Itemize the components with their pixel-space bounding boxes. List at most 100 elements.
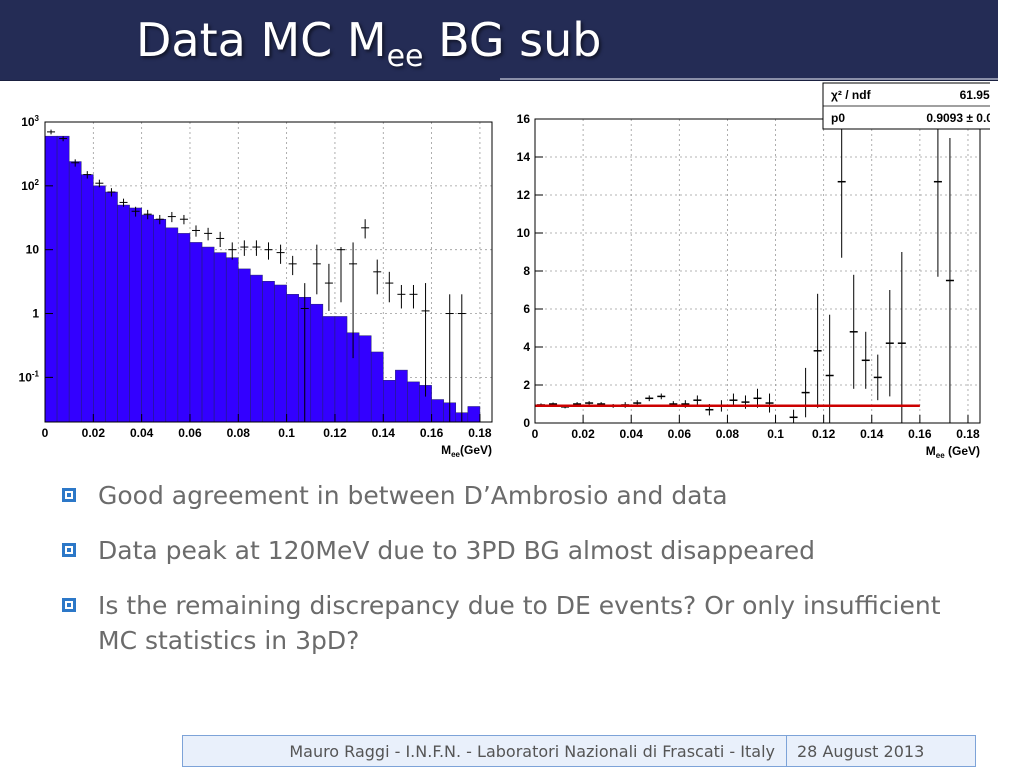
y-tick-label: 6 [523,302,530,316]
title-underline [500,78,998,80]
mc-histogram-bar [407,381,420,423]
bullet-list: Good agreement in between D’Ambrosio and… [62,478,962,678]
square-bullet-icon [62,488,76,502]
y-tick-exponent: 2 [35,178,40,187]
mc-histogram-bar [153,218,167,423]
x-tick-label: 0.18 [956,427,980,441]
data-point [645,395,654,402]
x-axis-label-subscript: ee [936,451,945,460]
fit-stats-box: χ² / ndf 61.95 / 31 p0 0.9093 ± 0.0184 [822,82,990,130]
data-point [361,219,370,239]
y-tick-exponent: 3 [35,114,40,123]
data-point [861,331,870,389]
data-point [397,284,406,309]
data-point [131,206,140,217]
data-point [421,283,430,397]
stats-p0-value: 0.9093 ± 0.0184 [926,111,990,125]
y-tick-base: 10 [21,115,35,129]
data-point [155,214,164,225]
square-bullet-icon [62,598,76,612]
log-histogram-chart: 0 0.02 0.04 0.06 0.08 0.1 0.12 0.14 0.16 0.1810-1… [19,114,493,459]
data-point [813,293,822,408]
mc-histogram-bar [225,257,239,423]
square-bullet-icon [62,543,76,557]
mc-histogram-bar [370,351,384,423]
mc-histogram-bar [250,274,263,423]
data-point [276,244,285,264]
mc-histogram-bar [189,242,203,423]
x-axis-label-unit: (GeV) [460,443,492,457]
y-tick-label: 102 [21,178,39,193]
data-point [192,225,201,237]
x-tick-label: 0 [532,427,539,441]
mc-histogram-bar [80,174,94,423]
mc-histogram-bar [238,268,251,423]
mc-histogram-bar [358,335,372,423]
x-axis-label-main: M [441,443,451,457]
x-axis-label-subscript: ee [451,450,460,459]
data-point [385,271,394,303]
data-point [657,393,666,400]
mc-histogram-bar [56,135,70,423]
data-point [837,119,846,258]
x-tick-label: 0.04 [620,427,644,441]
data-point [59,136,68,142]
ratio-fit-chart: 0 0.02 0.04 0.06 0.08 0.1 0.12 0.14 0.16 0.18 0 2 4 6… [517,82,990,460]
slide-footer: Mauro Raggi - I.N.F.N. - Laboratori Nazi… [182,735,976,767]
bullet-item: Data peak at 120MeV due to 3PD BG almost… [62,533,962,568]
x-tick-label: 0.02 [571,427,595,441]
mc-histogram-bar [213,252,227,423]
y-tick-label: 10 [26,243,40,257]
x-tick-label: 0.18 [468,426,492,440]
data-point [95,179,104,188]
x-tick-label: 0.16 [420,426,444,440]
x-tick-label: 0.14 [372,426,396,440]
slide-title-subscript: ee [386,39,424,74]
data-point [873,354,882,401]
mc-histogram-bar [201,246,215,423]
data-point [228,242,237,260]
data-point [240,240,249,256]
y-tick-base: 1 [32,307,39,321]
x-tick-label: 0.1 [278,426,295,440]
mc-histogram-bar [286,294,299,423]
data-point [83,171,92,179]
y-tick-label: 16 [517,112,531,126]
x-axis-label-unit: (GeV) [945,444,980,458]
data-point [204,227,213,241]
x-tick-label: 0.02 [82,426,106,440]
x-tick-label: 0.14 [860,427,884,441]
x-axis-label: Mee (GeV) [926,444,980,460]
data-point [288,255,297,276]
footer-author: Mauro Raggi - I.N.F.N. - Laboratori Nazi… [289,742,775,761]
x-tick-label: 0 [42,426,49,440]
mc-histogram-bar [322,316,336,423]
mc-histogram-bar [44,135,58,423]
footer-date: 28 August 2013 [797,742,925,761]
x-tick-label: 0.12 [812,427,836,441]
mc-histogram-bar [93,185,106,423]
mc-histogram-bar [105,191,118,423]
data-point [71,159,80,167]
mc-histogram-bar [395,369,408,423]
slide-title: Data MC Mee BG sub [136,10,601,87]
data-point [373,259,382,295]
data-point [409,284,418,309]
y-tick-label: 2 [523,378,530,392]
data-point [107,188,116,197]
x-axis-label-main: M [926,444,936,458]
mc-histogram-bar [467,406,481,423]
x-tick-label: 0.06 [668,427,692,441]
data-point [349,242,358,359]
mc-histogram-bar [383,380,396,423]
data-point [264,242,273,260]
data-point [312,244,321,295]
data-point [457,294,466,422]
data-point [933,119,942,277]
x-tick-label: 0.04 [130,426,154,440]
data-point [179,214,188,225]
data-point [849,274,858,389]
stats-chi2-label: χ² / ndf [831,88,872,102]
y-tick-base: 10 [26,243,40,257]
bullet-text: Is the remaining discrepancy due to DE e… [98,591,941,655]
